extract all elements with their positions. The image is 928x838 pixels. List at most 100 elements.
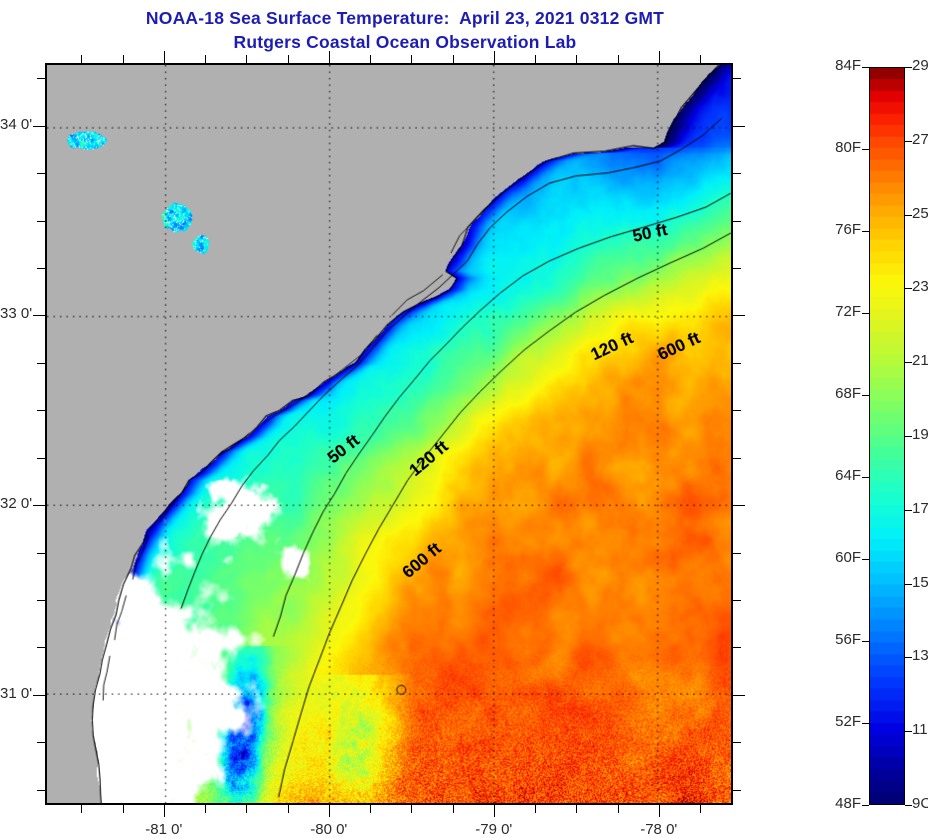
colorbar-label-f-9: 48F xyxy=(835,795,861,812)
lat-minor-tick xyxy=(37,78,45,79)
colorbar-label-f-3: 72F xyxy=(835,303,861,320)
lon-minor-tick-top xyxy=(205,55,206,63)
lat-minor-tick xyxy=(37,553,45,554)
colorbar-tick-c-21 xyxy=(905,362,912,363)
lon-minor-tick-top xyxy=(453,55,454,63)
lon-minor-tick xyxy=(453,805,454,813)
lon-major-tick-top xyxy=(659,51,660,63)
lat-minor-tick xyxy=(37,268,45,269)
lon-major-tick xyxy=(329,805,330,817)
colorbar-label-f-8: 52F xyxy=(835,713,861,730)
colorbar-label-c-8: 13C xyxy=(912,647,928,665)
colorbar-label-c-3: 23C xyxy=(912,278,928,296)
colorbar-label-c-6: 17C xyxy=(912,499,928,517)
lon-minor-tick xyxy=(370,805,371,813)
colorbar-label-c-7: 15C xyxy=(912,573,928,591)
lat-major-tick-right xyxy=(733,126,745,127)
lat-minor-tick xyxy=(37,363,45,364)
colorbar-tick-f-72 xyxy=(862,313,869,314)
lon-minor-tick-top xyxy=(411,55,412,63)
colorbar-tick-f-48 xyxy=(862,805,869,806)
colorbar-tick-f-56 xyxy=(862,641,869,642)
lat-minor-tick xyxy=(37,173,45,174)
lon-major-tick xyxy=(659,805,660,817)
lat-major-tick xyxy=(33,695,45,696)
lat-minor-tick xyxy=(37,410,45,411)
lon-axis-label-3: -78 0' xyxy=(640,821,678,838)
lat-minor-tick-right xyxy=(733,647,741,648)
lat-minor-tick-right xyxy=(733,600,741,601)
colorbar-tick-f-80 xyxy=(862,149,869,150)
lon-minor-tick-top xyxy=(246,55,247,63)
colorbar-label-f-5: 64F xyxy=(835,467,861,484)
lon-minor-tick xyxy=(246,805,247,813)
colorbar-tick-f-60 xyxy=(862,559,869,560)
lat-minor-tick-right xyxy=(733,268,741,269)
lon-major-tick-top xyxy=(494,51,495,63)
lat-minor-tick xyxy=(37,647,45,648)
lon-minor-tick xyxy=(576,805,577,813)
lon-axis-label-1: -80 0' xyxy=(310,821,348,838)
lat-minor-tick xyxy=(37,221,45,222)
colorbar-tick-c-23 xyxy=(905,288,912,289)
lat-minor-tick-right xyxy=(733,78,741,79)
colorbar-tick-c-9 xyxy=(905,805,912,806)
lon-major-tick xyxy=(494,805,495,817)
temperature-colorbar[interactable] xyxy=(869,67,905,805)
lat-minor-tick xyxy=(37,600,45,601)
lat-major-tick xyxy=(33,505,45,506)
lat-minor-tick-right xyxy=(733,458,741,459)
title-line-1: NOAA-18 Sea Surface Temperature: April 2… xyxy=(145,8,665,28)
lat-minor-tick-right xyxy=(733,742,741,743)
colorbar-label-f-4: 68F xyxy=(835,385,861,402)
lat-axis-label-2: 32 0' xyxy=(0,495,33,513)
colorbar-tick-f-76 xyxy=(862,231,869,232)
lon-minor-tick xyxy=(618,805,619,813)
colorbar-tick-f-84 xyxy=(862,67,869,68)
lon-minor-tick xyxy=(81,805,82,813)
lon-minor-tick-top xyxy=(618,55,619,63)
lon-minor-tick xyxy=(205,805,206,813)
colorbar-tick-c-25 xyxy=(905,215,912,216)
lon-minor-tick xyxy=(411,805,412,813)
lat-axis-label-0: 34 0' xyxy=(0,115,33,133)
colorbar-tick-c-19 xyxy=(905,436,912,437)
colorbar-gradient xyxy=(870,68,904,804)
colorbar-tick-c-11 xyxy=(905,731,912,732)
lon-minor-tick xyxy=(535,805,536,813)
colorbar-label-c-5: 19C xyxy=(912,426,928,443)
colorbar-label-f-1: 80F xyxy=(835,139,861,156)
lon-axis-label-2: -79 0' xyxy=(475,821,513,838)
lon-minor-tick-top xyxy=(288,55,289,63)
lon-major-tick xyxy=(164,805,165,817)
lat-minor-tick-right xyxy=(733,790,741,791)
lon-major-tick-top xyxy=(329,51,330,63)
colorbar-label-c-4: 21C xyxy=(912,352,928,370)
lat-major-tick xyxy=(33,315,45,316)
lat-minor-tick-right xyxy=(733,410,741,411)
lon-minor-tick xyxy=(123,805,124,813)
colorbar-tick-c-15 xyxy=(905,584,912,585)
lat-minor-tick-right xyxy=(733,363,741,364)
lat-major-tick-right xyxy=(733,505,745,506)
colorbar-label-c-10: 9C xyxy=(912,795,928,812)
lat-axis-label-1: 33 0' xyxy=(0,305,33,323)
sst-map[interactable]: 50 ft 120 ft 600 ft 50 ft 120 ft 600 ft xyxy=(45,63,733,805)
colorbar-tick-c-13 xyxy=(905,657,912,658)
lon-axis-label-0: -81 0' xyxy=(145,821,183,838)
lon-minor-tick-top xyxy=(535,55,536,63)
colorbar-tick-f-52 xyxy=(862,723,869,724)
colorbar-tick-c-29 xyxy=(905,67,912,68)
colorbar-tick-c-27 xyxy=(905,141,912,142)
lat-minor-tick-right xyxy=(733,221,741,222)
lat-major-tick xyxy=(33,126,45,127)
lat-axis-label-3: 31 0' xyxy=(0,684,33,702)
colorbar-label-f-6: 60F xyxy=(835,549,861,566)
lat-minor-tick xyxy=(37,742,45,743)
colorbar-label-c-1: 27C xyxy=(912,130,928,148)
colorbar-tick-c-17 xyxy=(905,510,912,511)
lon-minor-tick-top xyxy=(81,55,82,63)
colorbar-label-c-9: 11C xyxy=(912,721,928,739)
lat-minor-tick xyxy=(37,790,45,791)
lon-minor-tick-top xyxy=(370,55,371,63)
